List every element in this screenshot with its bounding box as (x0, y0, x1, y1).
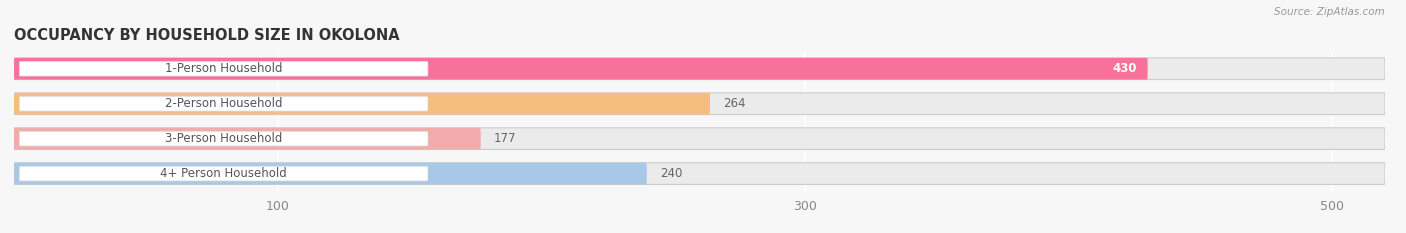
Text: 264: 264 (723, 97, 745, 110)
FancyBboxPatch shape (14, 163, 1385, 185)
Text: 3-Person Household: 3-Person Household (165, 132, 283, 145)
FancyBboxPatch shape (20, 96, 427, 111)
Text: 2-Person Household: 2-Person Household (165, 97, 283, 110)
Text: Source: ZipAtlas.com: Source: ZipAtlas.com (1274, 7, 1385, 17)
Text: 1-Person Household: 1-Person Household (165, 62, 283, 75)
FancyBboxPatch shape (14, 128, 1385, 150)
FancyBboxPatch shape (14, 58, 1385, 80)
Text: OCCUPANCY BY HOUSEHOLD SIZE IN OKOLONA: OCCUPANCY BY HOUSEHOLD SIZE IN OKOLONA (14, 28, 399, 43)
FancyBboxPatch shape (14, 163, 647, 185)
FancyBboxPatch shape (20, 131, 427, 146)
Text: 430: 430 (1112, 62, 1137, 75)
Text: 177: 177 (494, 132, 516, 145)
FancyBboxPatch shape (20, 61, 427, 76)
Text: 240: 240 (659, 167, 682, 180)
FancyBboxPatch shape (14, 93, 1385, 115)
FancyBboxPatch shape (20, 166, 427, 181)
Text: 4+ Person Household: 4+ Person Household (160, 167, 287, 180)
FancyBboxPatch shape (14, 93, 710, 115)
FancyBboxPatch shape (14, 128, 481, 150)
FancyBboxPatch shape (14, 58, 1147, 80)
